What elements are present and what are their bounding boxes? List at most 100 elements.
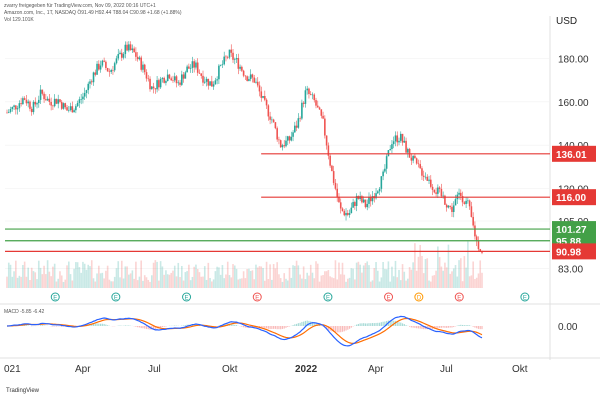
macd-histogram-bar bbox=[340, 326, 342, 333]
volume-bar bbox=[281, 281, 284, 288]
candle bbox=[39, 89, 42, 100]
volume-bar bbox=[398, 269, 400, 288]
macd-histogram-bar bbox=[152, 326, 155, 330]
candle bbox=[318, 107, 321, 110]
volume-bar bbox=[147, 279, 150, 288]
candle bbox=[119, 52, 121, 55]
candle bbox=[440, 188, 443, 197]
tradingview-branding: TradingView bbox=[6, 388, 40, 394]
macd-histogram-bar bbox=[472, 326, 474, 327]
candle bbox=[399, 133, 402, 141]
macd-histogram-bar bbox=[62, 326, 65, 327]
candle bbox=[115, 58, 118, 64]
candle bbox=[83, 93, 86, 97]
macd-histogram-bar bbox=[276, 326, 278, 330]
volume-bar bbox=[193, 266, 195, 288]
volume-bar bbox=[334, 260, 337, 288]
candle bbox=[218, 65, 220, 80]
candle bbox=[168, 74, 171, 79]
candle bbox=[117, 54, 120, 59]
volume-bar bbox=[294, 265, 296, 288]
volume-bar bbox=[271, 279, 273, 288]
volume-bar bbox=[124, 266, 127, 288]
candle bbox=[398, 140, 400, 143]
macd-histogram-bar bbox=[24, 325, 26, 326]
candle bbox=[53, 98, 56, 107]
macd-histogram-bar bbox=[135, 326, 137, 327]
macd-histogram-bar bbox=[322, 326, 324, 327]
macd-histogram-bar bbox=[61, 326, 63, 327]
candle bbox=[249, 74, 252, 80]
candle bbox=[341, 208, 344, 212]
macd-histogram-bar bbox=[370, 323, 372, 326]
macd-histogram-bar bbox=[461, 324, 464, 326]
volume-bar bbox=[219, 274, 222, 288]
candle bbox=[188, 66, 190, 69]
macd-histogram-bar bbox=[453, 326, 455, 328]
candle bbox=[202, 75, 204, 83]
volume-bar bbox=[382, 262, 384, 288]
candle bbox=[99, 65, 102, 70]
macd-histogram-bar bbox=[419, 326, 421, 329]
candle bbox=[198, 72, 201, 74]
volume-bar bbox=[94, 281, 97, 288]
candle bbox=[378, 188, 381, 192]
volume-bar bbox=[364, 262, 367, 288]
macd-histogram-bar bbox=[96, 323, 98, 326]
candle bbox=[343, 211, 346, 216]
macd-histogram-bar bbox=[243, 326, 245, 328]
candle bbox=[71, 106, 74, 113]
x-tick-label: Okt bbox=[512, 364, 528, 375]
candle bbox=[394, 135, 397, 142]
volume-bar bbox=[380, 277, 383, 288]
candle bbox=[467, 200, 469, 202]
event-label: E bbox=[114, 296, 118, 302]
volume-bar bbox=[168, 274, 171, 288]
volume-bar bbox=[440, 266, 443, 288]
macd-histogram-bar bbox=[101, 323, 103, 326]
event-label: E bbox=[255, 296, 259, 302]
macd-histogram-bar bbox=[103, 323, 105, 326]
volume-bar bbox=[421, 256, 423, 288]
candle bbox=[173, 76, 176, 81]
macd-histogram-bar bbox=[303, 321, 305, 326]
candle bbox=[92, 72, 95, 83]
volume-bar bbox=[437, 246, 439, 288]
volume-bar bbox=[449, 273, 452, 288]
x-tick-label: Apr bbox=[368, 364, 384, 375]
candle bbox=[212, 84, 215, 87]
candle bbox=[327, 145, 330, 156]
macd-histogram-bar bbox=[326, 326, 328, 329]
volume-bar bbox=[262, 267, 264, 288]
macd-histogram-bar bbox=[356, 324, 358, 326]
volume-bar bbox=[246, 269, 248, 288]
volume-bar bbox=[389, 281, 391, 288]
volume-bar bbox=[264, 280, 266, 288]
macd-histogram-bar bbox=[398, 322, 400, 326]
candle bbox=[437, 187, 439, 194]
macd-histogram-bar bbox=[52, 326, 54, 327]
candle bbox=[348, 213, 351, 215]
macd-signal-line bbox=[6, 317, 483, 344]
volume-bar bbox=[233, 265, 236, 288]
volume-bar bbox=[142, 280, 144, 288]
candle bbox=[479, 249, 482, 252]
candle bbox=[414, 155, 416, 159]
volume-bar bbox=[225, 274, 227, 288]
candle bbox=[133, 48, 135, 53]
candle bbox=[311, 94, 314, 96]
candle bbox=[385, 156, 388, 169]
candle bbox=[242, 70, 245, 76]
macd-histogram-bar bbox=[294, 324, 296, 326]
macd-histogram-bar bbox=[128, 325, 130, 326]
macd-histogram-bar bbox=[235, 325, 238, 326]
volume-bar bbox=[85, 269, 88, 288]
candle bbox=[85, 90, 88, 94]
volume-bar bbox=[131, 270, 134, 288]
candle bbox=[209, 81, 211, 86]
macd-histogram-bar bbox=[142, 326, 144, 329]
macd-histogram-bar bbox=[463, 325, 465, 326]
macd-zero-label: 0.00 bbox=[558, 322, 578, 333]
candle bbox=[80, 99, 82, 100]
